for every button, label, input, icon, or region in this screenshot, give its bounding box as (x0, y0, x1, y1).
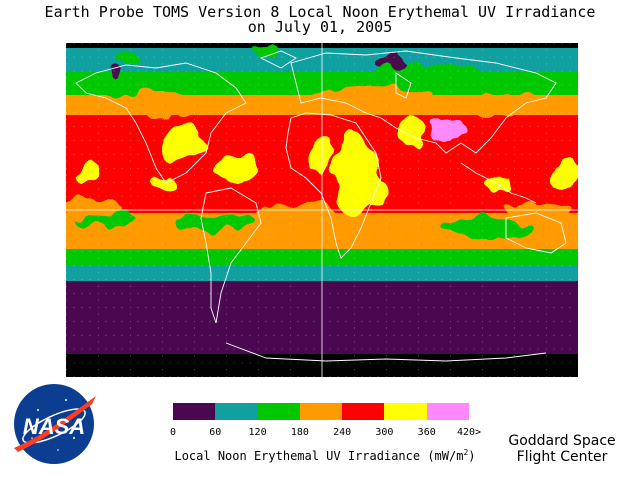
colorbar-tick-3: 180 (290, 427, 309, 438)
nasa-logo: NASA (8, 378, 100, 470)
map-title-line-1: Earth Probe TOMS Version 8 Local Noon Er… (44, 3, 596, 21)
colorbar-tick-0: 0 (169, 427, 177, 438)
colorbar-label: Local Noon Erythemal UV Irradiance (mW/m… (160, 446, 490, 463)
colorbar-segment-0 (173, 403, 216, 420)
colorbar (173, 403, 469, 420)
colorbar-tick-5: 300 (375, 427, 394, 438)
uv-irradiance-map (66, 43, 578, 377)
uv-map-svg (66, 43, 578, 377)
colorbar-label-close: ) (468, 449, 476, 463)
colorbar-segment-3 (299, 403, 343, 420)
colorbar-segment-6 (426, 403, 469, 420)
colorbar-tick-7: 420> (456, 427, 482, 438)
nasa-logo-text: NASA (23, 414, 85, 439)
colorbar-tick-1: 60 (209, 427, 222, 438)
colorbar-segment-1 (215, 403, 258, 420)
nasa-meatball-logo-icon: NASA (14, 384, 96, 464)
colorbar-label-text: Local Noon Erythemal UV Irradiance (mW/m (174, 449, 464, 463)
colorbar-tick-2: 120 (248, 427, 267, 438)
colorbar-segment-4 (342, 403, 385, 420)
colorbar-segment-5 (384, 403, 427, 420)
colorbar-tick-4: 240 (333, 427, 352, 438)
colorbar-segment-2 (257, 403, 300, 420)
credit-line-2: Flight Center (516, 449, 608, 465)
colorbar-tick-6: 360 (417, 427, 436, 438)
colorbar-label-superscript: 2 (463, 448, 469, 457)
map-title-line-2: on July 01, 2005 (247, 18, 393, 36)
credit-line-1: Goddard Space (508, 433, 616, 449)
